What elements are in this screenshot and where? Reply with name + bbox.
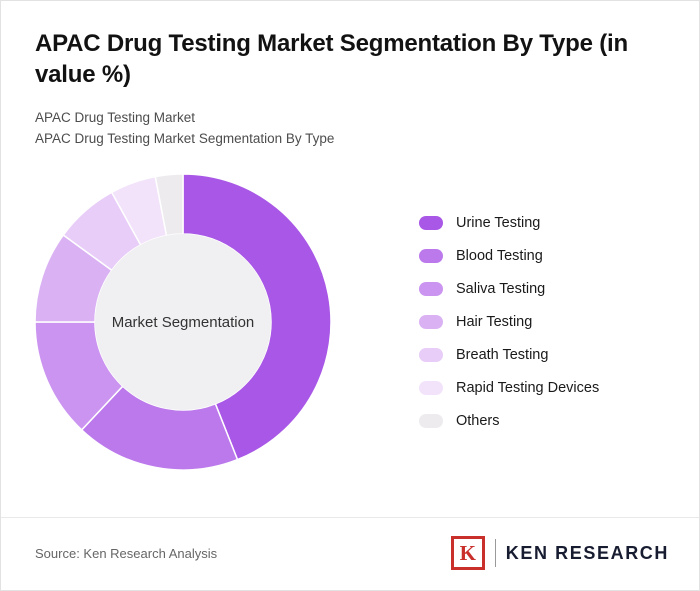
donut-chart: Market Segmentation <box>35 174 331 471</box>
legend-item-breath-testing: Breath Testing <box>419 347 599 363</box>
legend-swatch-icon <box>419 414 443 429</box>
legend-item-others: Others <box>419 413 599 429</box>
donut-chart-svg <box>35 174 331 471</box>
chart-legend: Urine Testing Blood Testing Saliva Testing… <box>419 215 599 429</box>
legend-swatch-icon <box>419 249 443 264</box>
legend-item-blood-testing: Blood Testing <box>419 248 599 264</box>
page-title: APAC Drug Testing Market Segmentation By… <box>35 30 628 88</box>
source-text: Source: Ken Research Analysis <box>35 545 218 561</box>
footer-divider <box>1 517 699 518</box>
legend-label: Others <box>456 413 500 430</box>
legend-label: Breath Testing <box>456 347 549 364</box>
subtitles: APAC Drug Testing Market APAC Drug Testi… <box>35 108 665 150</box>
legend-swatch-icon <box>419 315 443 330</box>
legend-item-saliva-testing: Saliva Testing <box>419 281 599 297</box>
logo-separator <box>494 539 496 567</box>
subtitle-market: APAC Drug Testing Market <box>35 110 196 126</box>
subtitle-segmentation: APAC Drug Testing Market Segmentation By… <box>35 131 335 147</box>
legend-swatch-icon <box>419 282 443 297</box>
legend-swatch-icon <box>419 381 443 396</box>
legend-swatch-icon <box>419 348 443 363</box>
chart-area: Market Segmentation Urine Testing Blood T… <box>1 174 699 471</box>
logo-wordmark: KEN RESEARCH <box>505 542 669 563</box>
legend-label: Blood Testing <box>456 248 543 265</box>
ken-research-k-icon: K <box>450 536 485 570</box>
ken-research-logo: K KEN RESEARCH <box>450 536 669 570</box>
legend-label: Urine Testing <box>456 215 541 232</box>
legend-label: Rapid Testing Devices <box>456 380 600 397</box>
legend-item-hair-testing: Hair Testing <box>419 314 599 330</box>
header: APAC Drug Testing Market Segmentation By… <box>1 1 699 150</box>
legend-label: Hair Testing <box>456 314 533 331</box>
footer: Source: Ken Research Analysis K KEN RESE… <box>35 536 669 570</box>
legend-item-rapid-testing-devices: Rapid Testing Devices <box>419 380 599 396</box>
legend-swatch-icon <box>419 216 443 231</box>
legend-label: Saliva Testing <box>456 281 546 298</box>
donut-center-circle <box>95 234 271 411</box>
legend-item-urine-testing: Urine Testing <box>419 215 599 231</box>
